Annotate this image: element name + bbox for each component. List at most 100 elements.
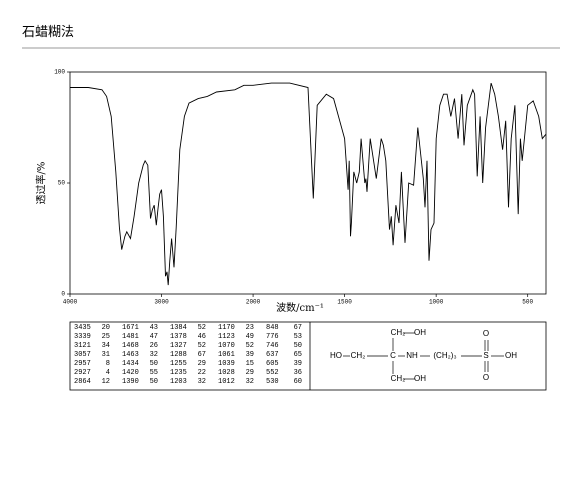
peak-transmittance: 34 xyxy=(102,342,110,350)
peak-wavenumber: 848 xyxy=(266,324,279,332)
peak-wavenumber: 1255 xyxy=(170,360,187,368)
peak-wavenumber: 1012 xyxy=(218,378,235,386)
peak-transmittance: 49 xyxy=(246,333,254,341)
y-tick-label: 100 xyxy=(54,69,65,76)
peak-transmittance: 36 xyxy=(294,369,302,377)
peak-transmittance: 50 xyxy=(294,342,302,350)
peak-transmittance: 32 xyxy=(150,351,158,359)
peak-wavenumber: 1671 xyxy=(122,324,139,332)
peak-transmittance: 8 xyxy=(106,360,110,368)
peak-wavenumber: 605 xyxy=(266,360,279,368)
x-tick-label: 2000 xyxy=(246,299,261,306)
peak-transmittance: 53 xyxy=(294,333,302,341)
peak-wavenumber: 1123 xyxy=(218,333,235,341)
peak-wavenumber: 1039 xyxy=(218,360,235,368)
peak-transmittance: 46 xyxy=(198,333,206,341)
peak-transmittance: 31 xyxy=(102,351,110,359)
peak-wavenumber: 1061 xyxy=(218,351,235,359)
peak-wavenumber: 1434 xyxy=(122,360,139,368)
peak-transmittance: 67 xyxy=(294,324,302,332)
structure-label: CH₂ xyxy=(351,351,366,360)
structure-label: OH xyxy=(414,374,426,383)
peak-wavenumber: 776 xyxy=(266,333,279,341)
structure-label: NH xyxy=(406,351,418,360)
peak-transmittance: 67 xyxy=(198,351,206,359)
peak-transmittance: 65 xyxy=(294,351,302,359)
peak-wavenumber: 746 xyxy=(266,342,279,350)
peak-transmittance: 32 xyxy=(246,378,254,386)
peak-wavenumber: 1070 xyxy=(218,342,235,350)
peak-wavenumber: 1288 xyxy=(170,351,187,359)
peak-wavenumber: 1170 xyxy=(218,324,235,332)
structure-label: OH xyxy=(505,351,517,360)
structure-label: HO xyxy=(330,351,342,360)
x-tick-label: 500 xyxy=(522,299,533,306)
peak-wavenumber: 1390 xyxy=(122,378,139,386)
peak-transmittance: 4 xyxy=(106,369,110,377)
peak-transmittance: 55 xyxy=(150,369,158,377)
y-tick-label: 50 xyxy=(58,180,66,187)
peak-transmittance: 39 xyxy=(246,351,254,359)
title: 石蜡糊法 xyxy=(22,24,74,40)
peak-transmittance: 23 xyxy=(246,324,254,332)
peak-wavenumber: 1028 xyxy=(218,369,235,377)
x-tick-label: 1500 xyxy=(337,299,352,306)
peak-transmittance: 43 xyxy=(150,324,158,332)
peak-transmittance: 12 xyxy=(102,378,110,386)
peak-wavenumber: 1384 xyxy=(170,324,187,332)
peak-transmittance: 52 xyxy=(246,342,254,350)
peak-wavenumber: 1203 xyxy=(170,378,187,386)
peak-transmittance: 32 xyxy=(198,378,206,386)
peak-transmittance: 50 xyxy=(150,360,158,368)
peak-transmittance: 15 xyxy=(246,360,254,368)
peak-transmittance: 29 xyxy=(246,369,254,377)
peak-transmittance: 52 xyxy=(198,324,206,332)
table-frame xyxy=(69,321,547,391)
x-axis-label: 波数/cm⁻¹ xyxy=(276,301,324,314)
structure-label: (CH₂)₃ xyxy=(433,351,456,360)
peak-transmittance: 47 xyxy=(150,333,158,341)
structure-label: OH xyxy=(414,328,426,337)
peak-wavenumber: 637 xyxy=(266,351,279,359)
peak-transmittance: 39 xyxy=(294,360,302,368)
y-axis-label: 透过率/% xyxy=(35,162,48,205)
peak-wavenumber: 3121 xyxy=(74,342,91,350)
peak-wavenumber: 552 xyxy=(266,369,279,377)
peak-wavenumber: 2927 xyxy=(74,369,91,377)
peak-transmittance: 22 xyxy=(198,369,206,377)
structure-label: CH₂ xyxy=(391,374,406,383)
peak-transmittance: 20 xyxy=(102,324,110,332)
peak-transmittance: 50 xyxy=(150,378,158,386)
y-tick-label: 0 xyxy=(61,291,65,298)
peak-wavenumber: 3057 xyxy=(74,351,91,359)
peak-wavenumber: 1468 xyxy=(122,342,139,350)
x-tick-label: 4000 xyxy=(63,299,78,306)
peak-transmittance: 26 xyxy=(150,342,158,350)
peak-wavenumber: 2864 xyxy=(74,378,91,386)
structure-label: CH₂ xyxy=(391,328,406,337)
peak-transmittance: 29 xyxy=(198,360,206,368)
structure-label: S xyxy=(483,351,488,360)
peak-wavenumber: 2957 xyxy=(74,360,91,368)
peak-wavenumber: 1378 xyxy=(170,333,187,341)
structure-label: O xyxy=(483,373,489,382)
peak-wavenumber: 1327 xyxy=(170,342,187,350)
peak-wavenumber: 1420 xyxy=(122,369,139,377)
peak-wavenumber: 1481 xyxy=(122,333,139,341)
structure-bonds xyxy=(343,332,504,380)
peak-wavenumber: 1235 xyxy=(170,369,187,377)
structure-label: C xyxy=(390,351,396,360)
peak-wavenumber: 3339 xyxy=(74,333,91,341)
peak-transmittance: 25 xyxy=(102,333,110,341)
peak-wavenumber: 3435 xyxy=(74,324,91,332)
spectrum-line xyxy=(70,82,547,286)
peak-wavenumber: 1463 xyxy=(122,351,139,359)
x-tick-label: 1000 xyxy=(429,299,444,306)
peak-transmittance: 60 xyxy=(294,378,302,386)
x-tick-label: 3000 xyxy=(154,299,169,306)
peak-wavenumber: 530 xyxy=(266,378,279,386)
structure-label: O xyxy=(483,329,489,338)
peak-transmittance: 52 xyxy=(198,342,206,350)
